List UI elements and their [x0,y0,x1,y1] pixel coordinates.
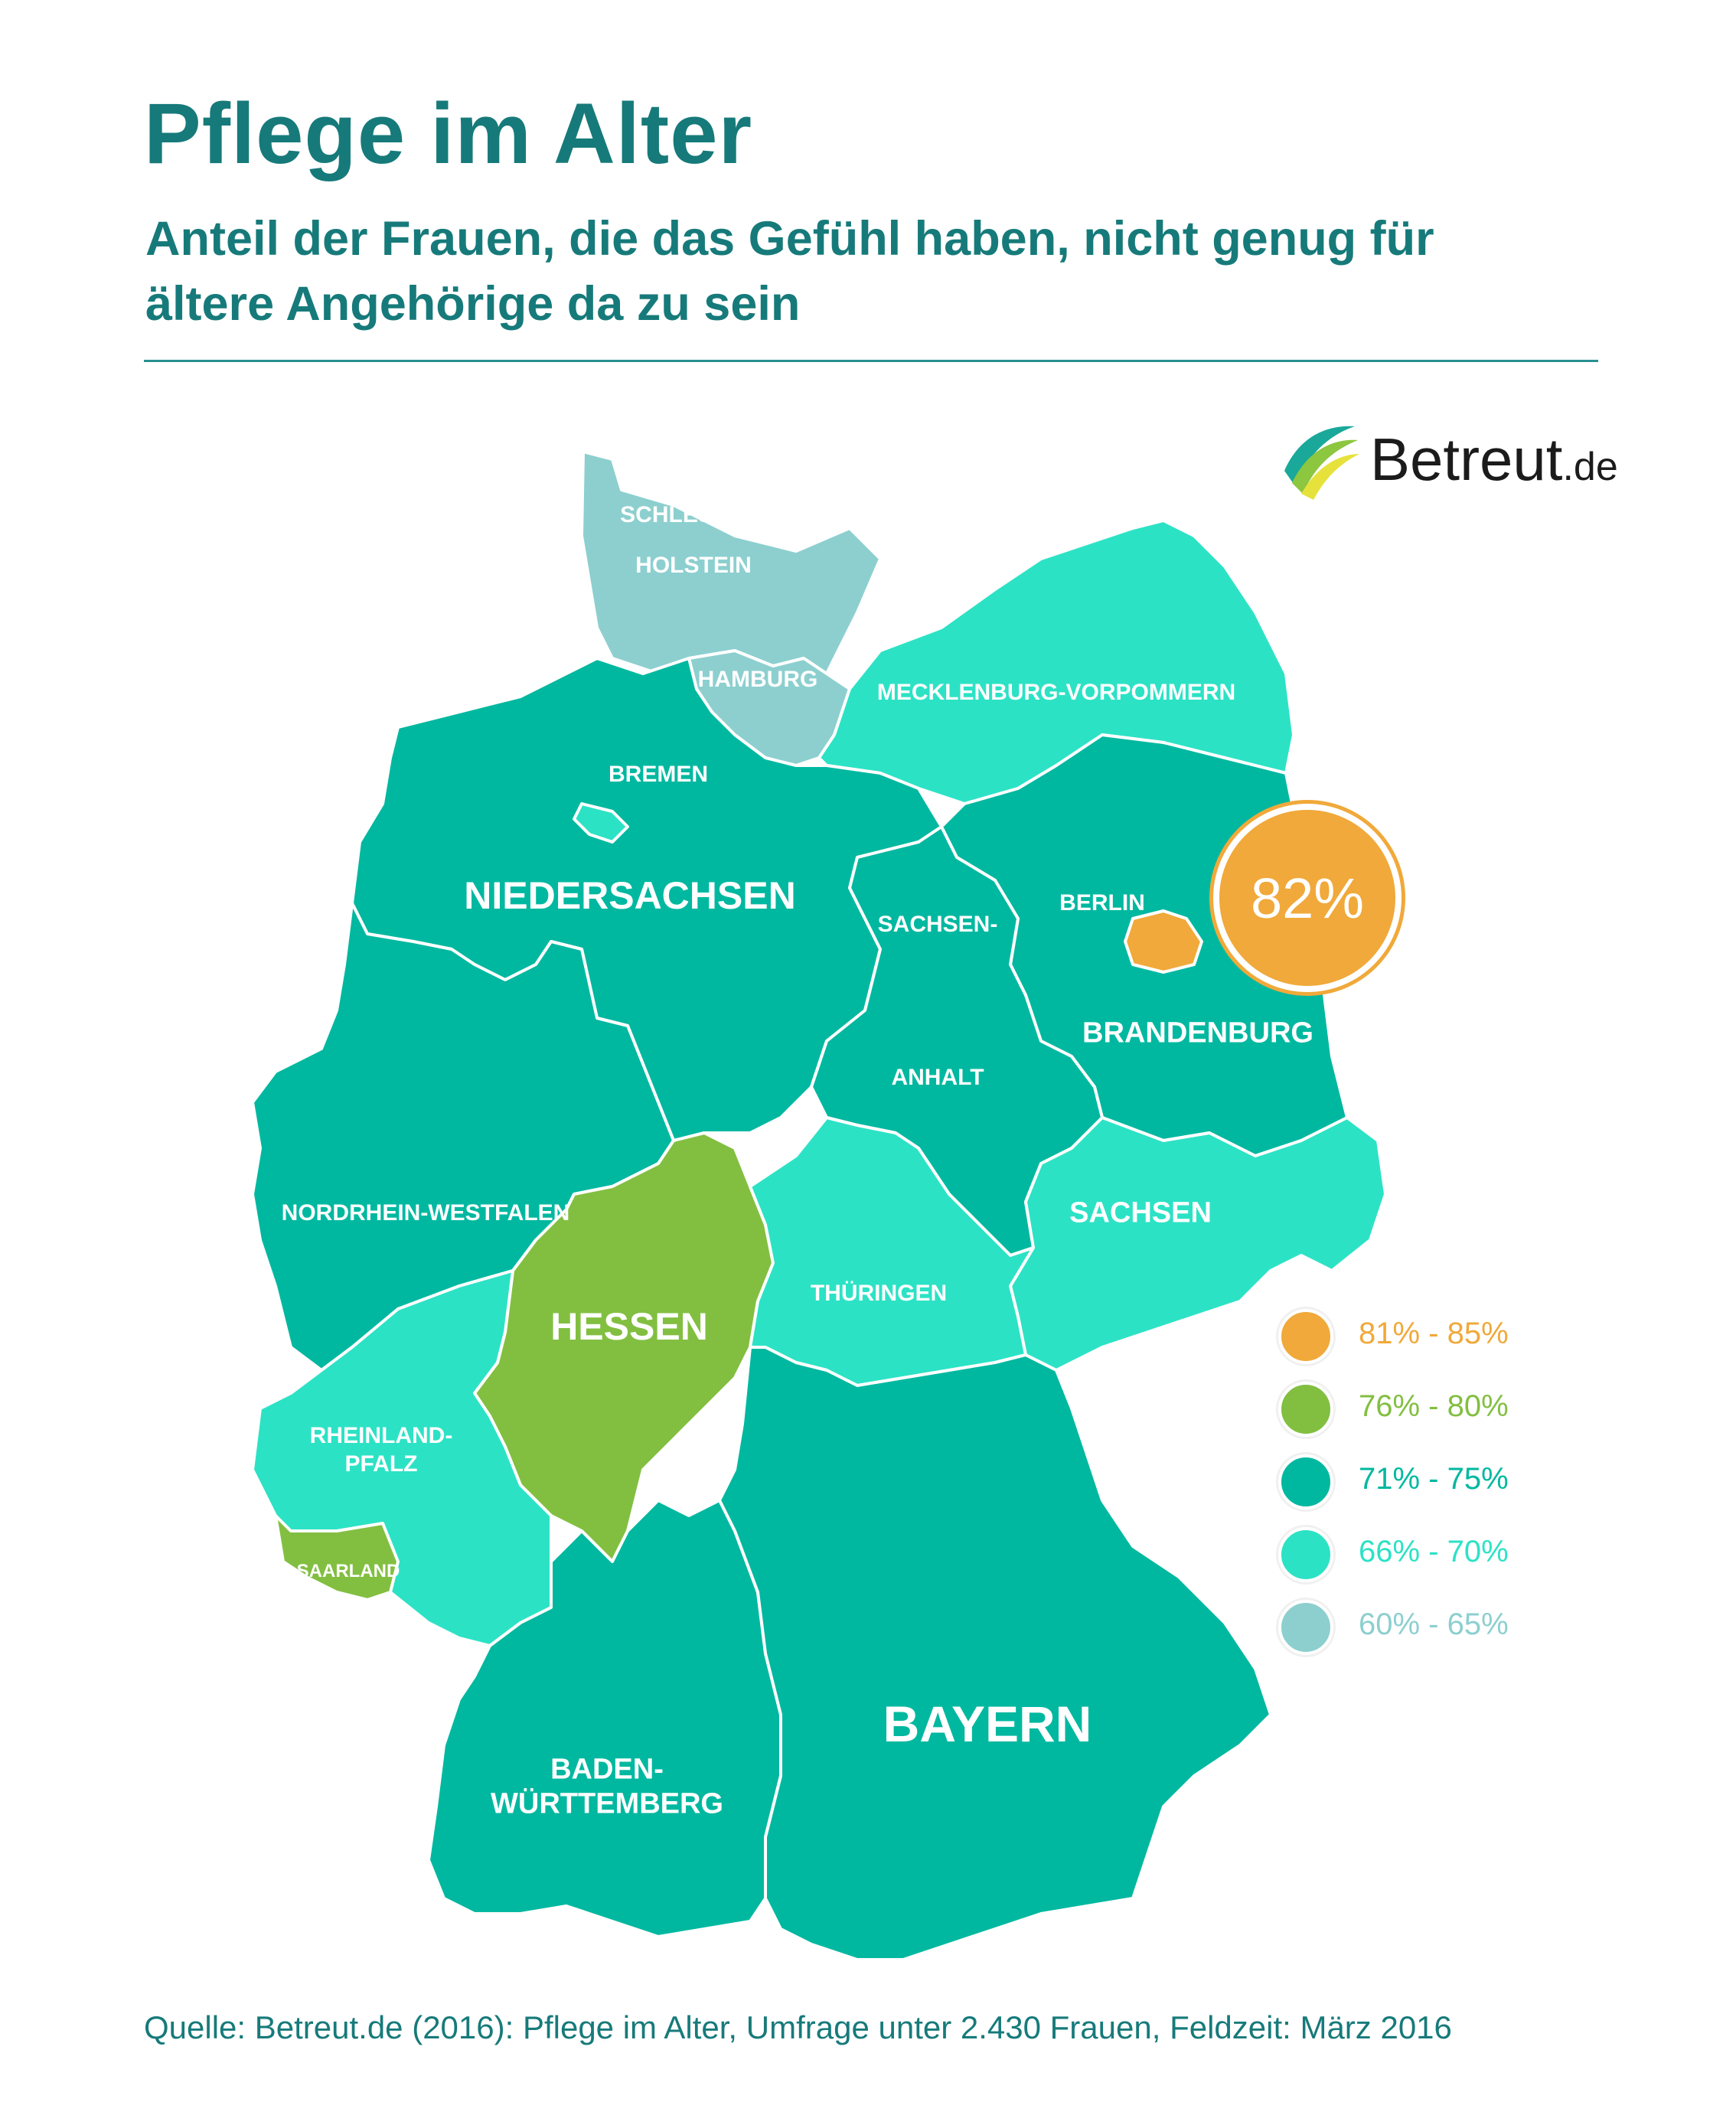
label-bremen: BREMEN [608,762,709,787]
legend-label: 60% - 65% [1359,1607,1509,1641]
state-saarland[interactable] [274,1514,400,1601]
legend-swatch [1278,1382,1333,1437]
label-mecklenburg-vorpommern: MECKLENBURG-VORPOMMERN [876,680,1236,705]
legend-item: 60% - 65% [1278,1600,1584,1655]
source-note: Quelle: Betreut.de (2016): Pflege im Alt… [144,2009,1452,2045]
legend-item: 71% - 75% [1278,1454,1584,1510]
legend-label: 66% - 70% [1359,1535,1509,1568]
state-bremen[interactable] [573,802,629,844]
callout-value: 82% [1250,866,1365,930]
logo-name: Betreut [1370,426,1563,493]
label-sachsen-anhalt-2: ANHALT [891,1065,984,1090]
page-title: Pflege im Alter [144,86,753,181]
legend-item: 76% - 80% [1278,1382,1584,1437]
label-schleswig-holstein-1: SCHLESWIG- HOLSTEIN [620,502,767,578]
label-thueringen: THÜRINGEN [810,1281,948,1306]
betreut-logo: Betreut.de [1278,417,1618,509]
label-saarland: SAARLAND [296,1561,400,1581]
label-brandenburg: BRANDENBURG [1082,1017,1313,1049]
label-rheinland-pfalz-2: PFALZ [344,1451,418,1477]
legend-label: 76% - 80% [1359,1389,1509,1423]
state-bayern[interactable] [718,1346,1272,1961]
state-berlin[interactable] [1124,909,1203,974]
legend-swatch [1278,1600,1333,1655]
state-baden-wuerttemberg[interactable] [427,1499,782,1938]
label-sachsen: SACHSEN [1069,1196,1212,1229]
label-niedersachsen: NIEDERSACHSEN [464,874,796,917]
legend-swatch [1278,1454,1333,1510]
berlin-value-callout: 82% [1213,804,1402,992]
label-baden-wuerttemberg-2: WÜRTTEMBERG [491,1787,723,1820]
label-sachsen-anhalt-1: SACHSEN- [877,912,998,937]
swoosh-logo-icon [1284,426,1359,500]
page-subtitle: Anteil der Frauen, die das Gefühl haben,… [145,212,1434,331]
legend-label: 81% - 85% [1359,1317,1509,1350]
label-baden-wuerttemberg-1: BADEN- [550,1753,664,1786]
legend-item: 66% - 70% [1278,1527,1584,1582]
legend-item: 81% - 85% [1278,1309,1584,1364]
logo-wordmark: Betreut.de [1370,425,1618,494]
label-rheinland-pfalz-1: RHEINLAND- [309,1423,453,1448]
legend-swatch [1278,1309,1333,1364]
logo-tld: .de [1562,445,1618,489]
label-hessen: HESSEN [550,1305,708,1348]
label-bayern: BAYERN [883,1696,1092,1752]
title-divider [144,360,1598,362]
legend-label: 71% - 75% [1359,1462,1509,1496]
legend-swatch [1278,1527,1333,1582]
label-hamburg: HAMBURG [697,667,818,692]
label-berlin: BERLIN [1059,890,1145,916]
label-nordrhein-westfalen: NORDRHEIN-WESTFALEN [281,1200,570,1226]
